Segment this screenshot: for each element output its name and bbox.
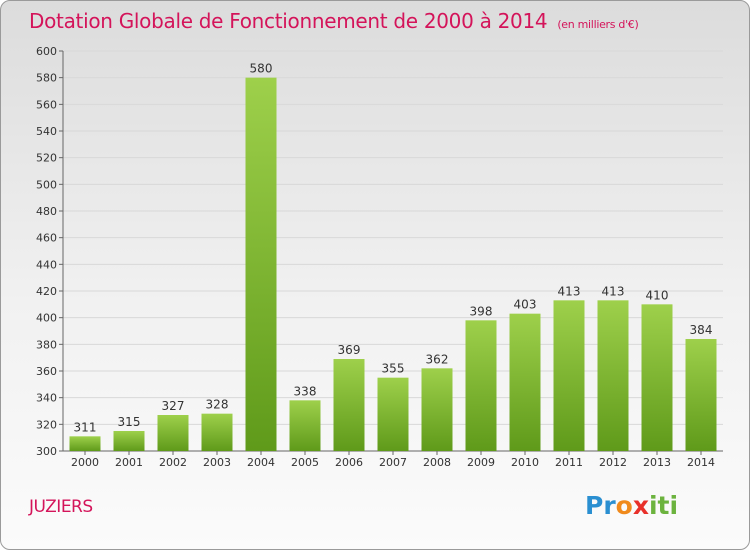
bar-2011 (553, 300, 585, 451)
y-tick-label: 560 (36, 98, 57, 111)
x-tick-label: 2011 (555, 456, 583, 469)
y-tick-label: 380 (36, 338, 57, 351)
x-tick-label: 2012 (599, 456, 627, 469)
logo-part-4: iti (648, 491, 679, 520)
y-tick-label: 500 (36, 178, 57, 191)
y-tick-label: 460 (36, 232, 57, 245)
axes: 300 320 340 360 380 400 420 440 460 480 500 520 540 5… (36, 45, 723, 469)
y-tick-label: 580 (36, 72, 57, 85)
data-label: 362 (426, 352, 449, 366)
title-text: Dotation Globale de Fonctionnement de 20… (29, 9, 548, 33)
y-tick-label: 340 (36, 392, 57, 405)
data-label: 413 (558, 284, 581, 298)
y-tick-label: 320 (36, 418, 57, 431)
data-label: 355 (382, 362, 405, 376)
y-tick-label: 480 (36, 205, 57, 218)
bar-2008 (421, 368, 453, 451)
x-tick-label: 2009 (467, 456, 495, 469)
bar-2014 (685, 339, 717, 451)
bar-2002 (157, 415, 189, 451)
data-label: 311 (74, 420, 97, 434)
data-label: 413 (602, 284, 625, 298)
bar-2007 (377, 377, 409, 451)
x-tick-label: 2001 (115, 456, 143, 469)
x-tick-label: 2007 (379, 456, 407, 469)
logo-part-2: o (615, 491, 633, 520)
chart-title: Dotation Globale de Fonctionnement de 20… (29, 9, 639, 33)
bar-2009 (465, 320, 497, 451)
logo-part-3: x (632, 491, 649, 520)
y-tick-label: 360 (36, 365, 57, 378)
data-label: 403 (514, 298, 537, 312)
data-label: 580 (250, 62, 273, 76)
bars (69, 77, 717, 452)
bar-2004 (245, 77, 277, 452)
bar-2006 (333, 359, 365, 451)
bar-2013 (641, 304, 673, 451)
data-labels: 311 315 327 328 580 338 369 355 362 398 403 413 413 4… (74, 62, 713, 435)
data-label: 369 (338, 343, 361, 357)
bar-2010 (509, 313, 541, 451)
data-label: 384 (690, 323, 713, 337)
x-tick-label: 2003 (203, 456, 231, 469)
x-tick-label: 2010 (511, 456, 539, 469)
y-tick-label: 540 (36, 125, 57, 138)
x-tick-label: 2014 (687, 456, 715, 469)
bar-2012 (597, 300, 629, 451)
data-label: 315 (118, 415, 141, 429)
x-tick-label: 2008 (423, 456, 451, 469)
x-tick-label: 2006 (335, 456, 363, 469)
y-tick-label: 600 (36, 45, 57, 58)
y-tick-label: 440 (36, 258, 57, 271)
x-tick-label: 2004 (247, 456, 275, 469)
y-tick-label: 400 (36, 312, 57, 325)
data-label: 327 (162, 399, 185, 413)
data-label: 338 (294, 384, 317, 398)
bar-2000 (69, 436, 101, 451)
x-tick-label: 2013 (643, 456, 671, 469)
data-label: 410 (646, 288, 669, 302)
city-name: JUZIERS (29, 497, 93, 517)
x-tick-label: 2005 (291, 456, 319, 469)
y-tick-label: 520 (36, 152, 57, 165)
x-tick-label: 2002 (159, 456, 187, 469)
y-tick-label: 300 (36, 445, 57, 458)
bar-2001 (113, 431, 145, 451)
data-label: 328 (206, 398, 229, 412)
unit-label: (en milliers d'€) (557, 18, 639, 31)
bar-2005 (289, 400, 321, 451)
data-label: 398 (470, 304, 493, 318)
bar-2003 (201, 413, 233, 451)
proxiti-logo: Proxiti (585, 491, 678, 520)
y-tick-label: 420 (36, 285, 57, 298)
x-tick-label: 2000 (71, 456, 99, 469)
logo-part-1: Pr (585, 491, 616, 520)
